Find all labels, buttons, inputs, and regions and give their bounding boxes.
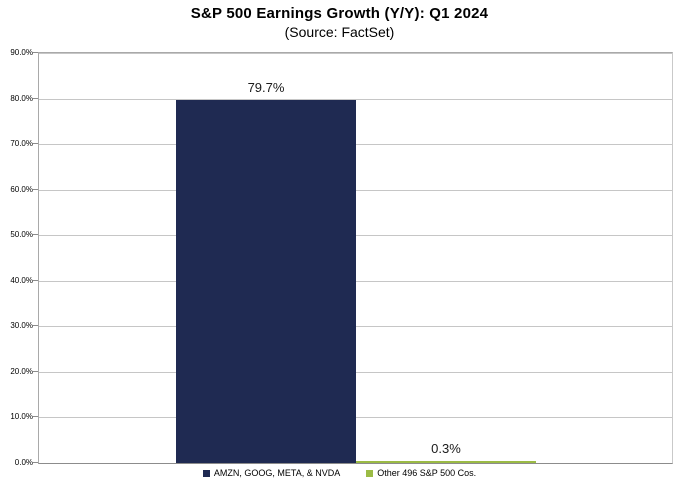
y-axis-tick-label: 90.0%	[10, 48, 33, 57]
y-axis-tick-mark	[33, 143, 38, 144]
legend-swatch-icon	[202, 469, 210, 477]
y-axis-tick-mark	[33, 234, 38, 235]
gridline-90	[39, 53, 672, 54]
gridline-80	[39, 99, 672, 100]
bar-series-1	[356, 461, 536, 463]
y-axis-tick-label: 20.0%	[10, 367, 33, 376]
y-axis-tick-label: 10.0%	[10, 412, 33, 421]
legend-item-0: AMZN, GOOG, META, & NVDA	[202, 468, 341, 478]
chart-title: S&P 500 Earnings Growth (Y/Y): Q1 2024	[190, 5, 489, 22]
y-axis-tick-label: 50.0%	[10, 230, 33, 239]
y-axis-tick-mark	[33, 325, 38, 326]
bar-series-0	[176, 100, 356, 463]
y-axis-tick-label: 60.0%	[10, 185, 33, 194]
y-axis-tick-mark	[33, 280, 38, 281]
legend-label: Other 496 S&P 500 Cos.	[377, 468, 477, 478]
y-axis-tick-mark	[33, 462, 38, 463]
y-axis-tick-label: 40.0%	[10, 276, 33, 285]
y-axis-tick-mark	[33, 416, 38, 417]
y-axis-tick-label: 30.0%	[10, 321, 33, 330]
bar-data-label: 0.3%	[431, 441, 461, 456]
legend: AMZN, GOOG, META, & NVDA Other 496 S&P 50…	[0, 468, 679, 478]
y-axis-tick-mark	[33, 98, 38, 99]
y-axis-tick-label: 80.0%	[10, 94, 33, 103]
chart-subtitle: (Source: FactSet)	[284, 24, 395, 40]
y-axis-tick-label: 70.0%	[10, 139, 33, 148]
legend-label: AMZN, GOOG, META, & NVDA	[213, 468, 341, 478]
legend-item-1: Other 496 S&P 500 Cos.	[366, 468, 476, 478]
bar-data-label: 79.7%	[247, 80, 285, 95]
y-axis-tick-mark	[33, 189, 38, 190]
plot-area: 79.7% 0.3%	[38, 52, 673, 464]
legend-swatch-icon	[366, 469, 374, 477]
y-axis-tick-label: 0.0%	[14, 458, 33, 467]
y-axis-tick-mark	[33, 52, 38, 53]
y-axis-tick-mark	[33, 371, 38, 372]
